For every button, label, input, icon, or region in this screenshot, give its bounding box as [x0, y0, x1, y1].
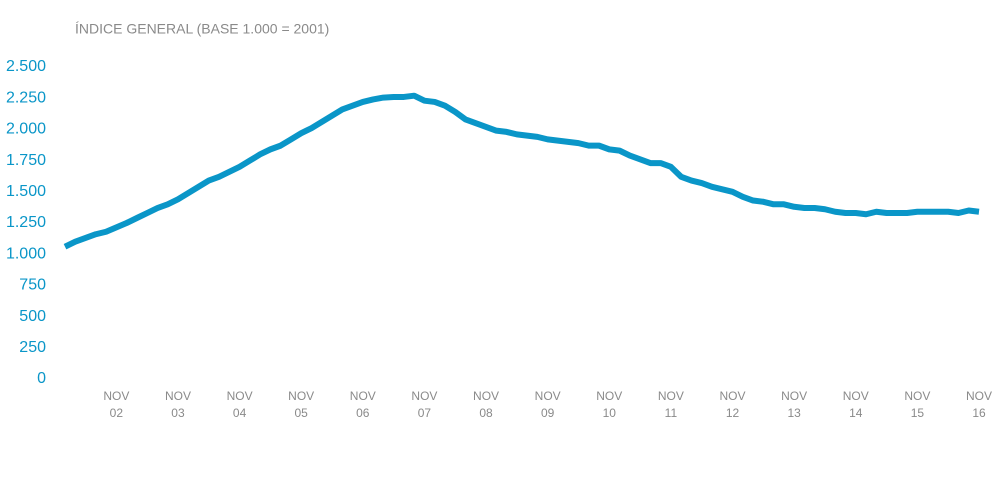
chart-title: ÍNDICE GENERAL (BASE 1.000 = 2001) [75, 21, 329, 37]
y-tick-label: 750 [19, 277, 46, 294]
x-tick-label: NOV 10 [596, 389, 623, 420]
x-tick-label: NOV 14 [842, 389, 869, 420]
y-tick-label: 1.000 [6, 245, 46, 262]
x-tick-label: NOV 09 [534, 389, 561, 420]
x-tick-label: NOV 06 [349, 389, 376, 420]
y-tick-label: 0 [37, 370, 46, 387]
y-tick-label: 1.750 [6, 152, 46, 169]
x-tick-label: NOV 03 [164, 389, 191, 420]
y-tick-label: 2.250 [6, 89, 46, 106]
y-tick-label: 250 [19, 339, 46, 356]
x-tick-label: NOV 02 [103, 389, 130, 420]
y-tick-label: 2.500 [6, 58, 46, 75]
x-tick-label: NOV 15 [904, 389, 931, 420]
x-tick-label: NOV 08 [473, 389, 500, 420]
x-tick-label: NOV 05 [288, 389, 315, 420]
x-tick-label: NOV 13 [781, 389, 808, 420]
y-tick-label: 1.250 [6, 214, 46, 231]
y-tick-label: 500 [19, 308, 46, 325]
line [63, 92, 980, 250]
y-tick-label: 1.500 [6, 183, 46, 200]
x-tick-label: NOV 07 [411, 389, 438, 420]
x-tick-label: NOV 04 [226, 389, 253, 420]
y-tick-label: 2.000 [6, 121, 46, 138]
x-tick-label: NOV 11 [657, 389, 684, 420]
x-tick-label: NOV 12 [719, 389, 746, 420]
x-tick-label: NOV 16 [965, 389, 992, 420]
